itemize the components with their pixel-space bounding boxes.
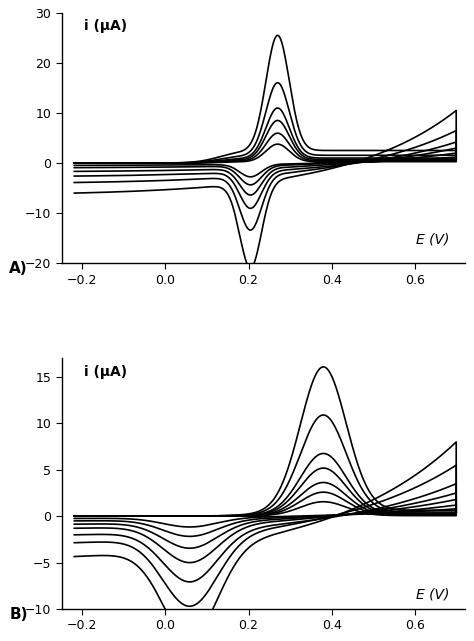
Text: E (V): E (V) [416,588,449,602]
Text: i (μA): i (μA) [84,365,127,379]
Text: i (μA): i (μA) [84,19,127,33]
Text: B): B) [9,607,28,622]
Text: A): A) [9,262,28,276]
Text: E (V): E (V) [416,232,449,246]
